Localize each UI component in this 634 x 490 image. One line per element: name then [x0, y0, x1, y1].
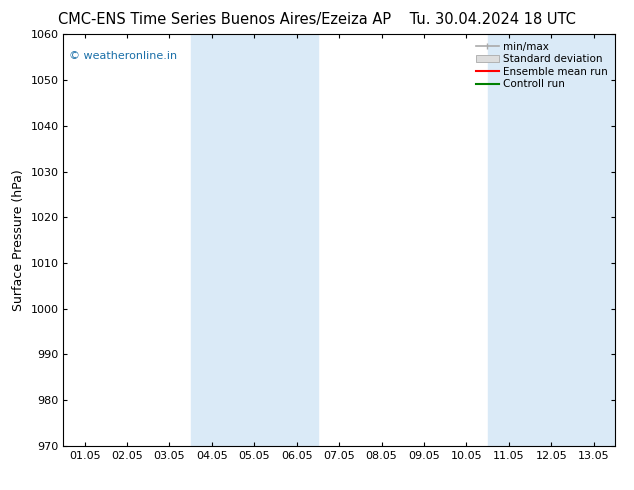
Y-axis label: Surface Pressure (hPa): Surface Pressure (hPa) [12, 169, 25, 311]
Text: CMC-ENS Time Series Buenos Aires/Ezeiza AP    Tu. 30.04.2024 18 UTC: CMC-ENS Time Series Buenos Aires/Ezeiza … [58, 12, 576, 27]
Bar [191, 34, 318, 446]
Bar [488, 34, 615, 446]
Text: © weatheronline.in: © weatheronline.in [69, 51, 177, 61]
Legend: min/max, Standard deviation, Ensemble mean run, Controll run: min/max, Standard deviation, Ensemble me… [474, 40, 610, 92]
